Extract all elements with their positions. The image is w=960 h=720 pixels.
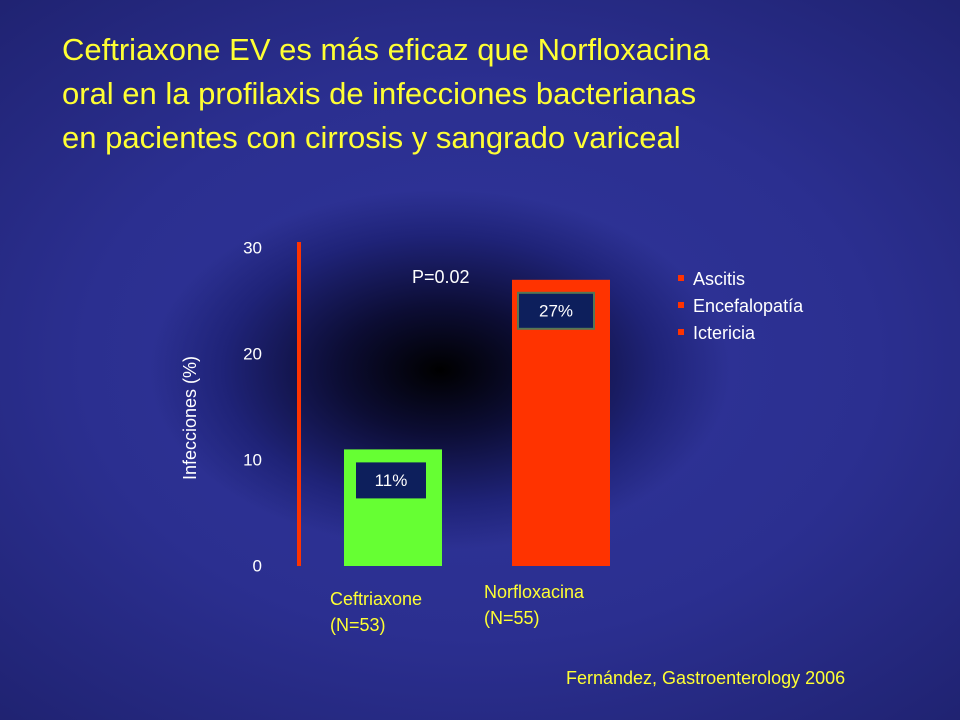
- y-tick-label: 30: [243, 238, 262, 257]
- square-bullet-icon: [678, 302, 684, 309]
- y-axis-title: Infecciones (%): [180, 356, 200, 480]
- legend-item: Ascitis: [678, 266, 803, 293]
- legend-label: Encefalopatía: [693, 296, 804, 316]
- y-tick-label: 0: [253, 556, 262, 575]
- value-label-box: [356, 462, 426, 499]
- value-label: 11%: [375, 471, 408, 490]
- legend-label: Ascitis: [693, 269, 746, 289]
- x-category-label: Ceftriaxone: [330, 589, 422, 609]
- y-tick-label: 10: [243, 450, 262, 469]
- title-line-1: Ceftriaxone EV es más eficaz que Norflox…: [62, 32, 710, 67]
- slide-title: Ceftriaxone EV es más eficaz que Norflox…: [62, 28, 922, 160]
- legend-label: Ictericia: [693, 323, 756, 343]
- square-bullet-icon: [678, 329, 684, 336]
- title-line-3: en pacientes con cirrosis y sangrado var…: [62, 120, 681, 155]
- x-category-label: (N=55): [484, 608, 540, 628]
- p-value-annotation: P=0.02: [412, 267, 470, 287]
- legend-item: Encefalopatía: [678, 293, 803, 320]
- y-tick-label: 20: [243, 344, 262, 363]
- square-bullet-icon: [678, 275, 684, 282]
- legend-item: Ictericia: [678, 320, 803, 347]
- legend: Ascitis Encefalopatía Ictericia: [678, 266, 803, 347]
- source-citation: Fernández, Gastroenterology 2006: [566, 668, 846, 688]
- value-label: 27%: [539, 301, 573, 320]
- x-category-label: Norfloxacina: [484, 582, 585, 602]
- x-category-label: (N=53): [330, 615, 386, 635]
- value-label-box: [517, 291, 595, 330]
- title-line-2: oral en la profilaxis de infecciones bac…: [62, 76, 697, 111]
